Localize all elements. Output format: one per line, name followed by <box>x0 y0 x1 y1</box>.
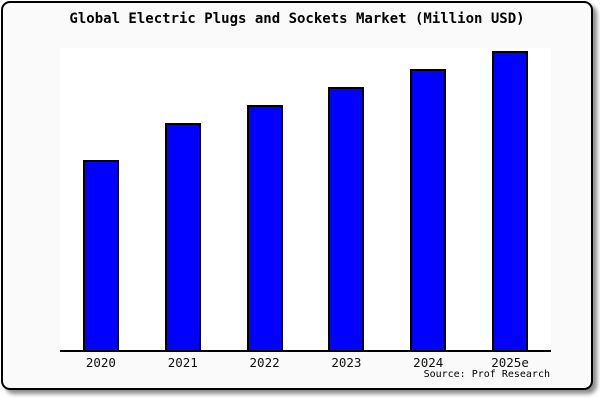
plot-area <box>60 48 551 352</box>
bar-2025e <box>492 51 529 350</box>
chart-title: Global Electric Plugs and Sockets Market… <box>69 11 525 27</box>
x-tick-label-2020: 2020 <box>85 355 116 370</box>
chart-card: Global Electric Plugs and Sockets Market… <box>1 1 593 390</box>
bar-2020 <box>82 160 119 350</box>
x-tick-label-2023: 2023 <box>331 355 362 370</box>
x-axis-labels: 2020 2021 2022 2023 2024 2025e <box>60 355 551 370</box>
source-note: Source: Prof Research <box>423 369 550 380</box>
x-tick-label-2022: 2022 <box>249 355 280 370</box>
bar-2022 <box>246 105 283 350</box>
bar-2024 <box>410 69 447 350</box>
x-tick-label-2021: 2021 <box>167 355 198 370</box>
x-tick-label-2025e: 2025e <box>491 355 529 370</box>
bar-2023 <box>328 87 365 350</box>
x-tick-label-2024: 2024 <box>413 355 444 370</box>
bar-2021 <box>164 123 201 350</box>
